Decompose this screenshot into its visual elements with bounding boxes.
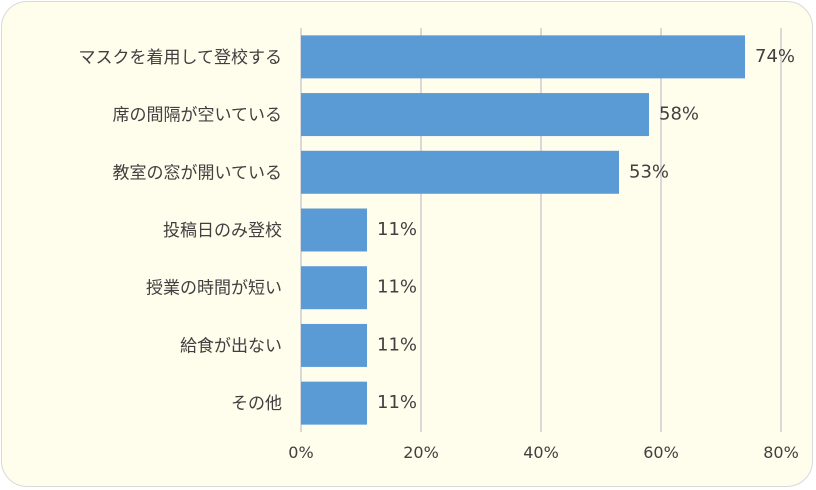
bar-0	[301, 35, 745, 79]
category-label-5: 給食が出ない	[180, 336, 282, 356]
data-label-3: 11%	[377, 219, 417, 240]
data-label-0: 74%	[755, 46, 795, 67]
category-label-1: 席の間隔が空いている	[113, 106, 283, 126]
x-tick-label-4: 80%	[763, 443, 799, 462]
bar-4	[301, 266, 367, 310]
x-tick-label-0: 0%	[288, 443, 313, 462]
bar-3	[301, 208, 367, 252]
bar-1	[301, 93, 649, 137]
x-tick-label-2: 40%	[523, 443, 559, 462]
x-tick-label-1: 20%	[403, 443, 439, 462]
category-label-2: 教室の窓が開いている	[113, 163, 283, 183]
category-label-3: 投稿日のみ登校	[163, 221, 282, 241]
data-label-2: 53%	[629, 161, 669, 182]
data-label-5: 11%	[377, 334, 417, 355]
category-label-4: 授業の時間が短い	[146, 279, 282, 299]
x-tick-label-3: 60%	[643, 443, 679, 462]
category-label-6: その他	[231, 394, 282, 414]
bar-5	[301, 323, 367, 367]
data-label-1: 58%	[659, 104, 699, 125]
bar-2	[301, 150, 619, 194]
bar-6	[301, 381, 367, 425]
category-label-0: マスクを着用して登校する	[79, 48, 283, 68]
data-label-6: 11%	[377, 392, 417, 413]
data-label-4: 11%	[377, 277, 417, 298]
